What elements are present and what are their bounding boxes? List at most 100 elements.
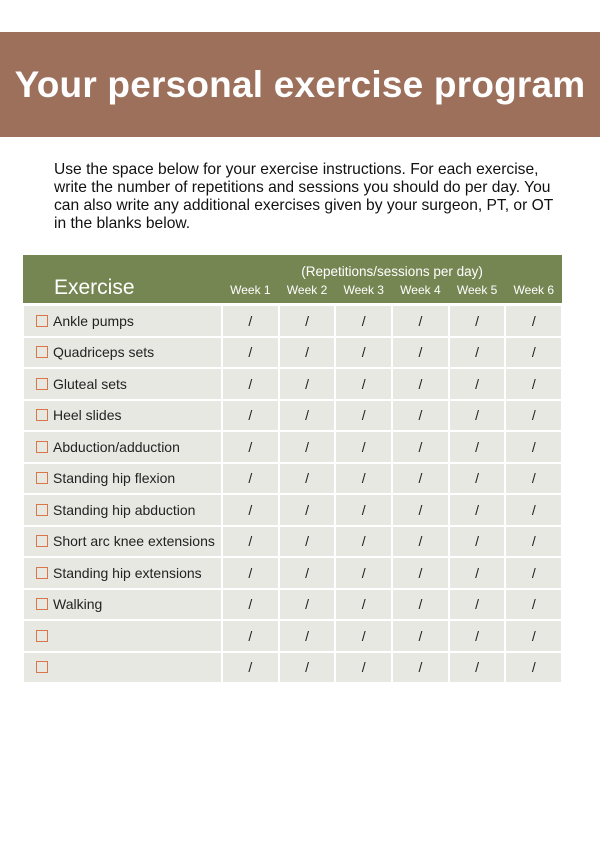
- table-row: Walking / / / / / /: [22, 587, 564, 621]
- week-entry-cell[interactable]: /: [504, 556, 564, 590]
- week-entry-cell[interactable]: /: [447, 461, 507, 495]
- week-entry-cell[interactable]: /: [391, 367, 450, 401]
- week-entry-cell[interactable]: /: [504, 335, 564, 369]
- week-entry-cell[interactable]: /: [504, 398, 564, 432]
- checkbox[interactable]: [36, 472, 48, 485]
- week-entry-cell[interactable]: /: [504, 303, 564, 338]
- week-entry-cell[interactable]: /: [391, 335, 450, 369]
- week-entry-cell[interactable]: /: [447, 619, 507, 653]
- week-entry-cell[interactable]: /: [221, 587, 280, 621]
- table-row: / / / / / /: [22, 650, 564, 684]
- week-entry-cell[interactable]: /: [504, 461, 564, 495]
- week-entry-cell[interactable]: /: [447, 430, 507, 464]
- week-entry-cell[interactable]: /: [447, 493, 507, 527]
- week-entry-cell[interactable]: /: [277, 430, 337, 464]
- week-entry-cell[interactable]: /: [277, 650, 337, 684]
- exercise-cell: Heel slides: [22, 398, 223, 432]
- exercise-label: Ankle pumps: [53, 312, 134, 329]
- exercise-cell: Walking: [22, 587, 223, 621]
- checkbox[interactable]: [36, 661, 48, 674]
- week-entry-cell[interactable]: /: [277, 461, 337, 495]
- checkbox[interactable]: [36, 377, 48, 390]
- checkbox[interactable]: [36, 629, 48, 642]
- week-entry-cell[interactable]: /: [221, 493, 280, 527]
- week-entry-cell[interactable]: /: [504, 650, 564, 684]
- week-entry-cell[interactable]: /: [447, 367, 507, 401]
- exercise-label: Standing hip abduction: [53, 501, 196, 518]
- week-entry-cell[interactable]: /: [391, 461, 450, 495]
- week-entry-cell[interactable]: /: [391, 398, 450, 432]
- week-entry-cell[interactable]: /: [221, 461, 280, 495]
- week-entry-cell[interactable]: /: [447, 556, 507, 590]
- week-entry-cell[interactable]: /: [391, 587, 450, 621]
- table-row: Ankle pumps / / / / / /: [22, 303, 564, 338]
- week-entry-cell[interactable]: /: [334, 303, 394, 338]
- week-entry-cell[interactable]: /: [221, 367, 280, 401]
- week-entry-cell[interactable]: /: [277, 556, 337, 590]
- week-entry-cell[interactable]: /: [277, 524, 337, 558]
- week-entry-cell[interactable]: /: [447, 335, 507, 369]
- week-entry-cell[interactable]: /: [447, 303, 507, 338]
- checkbox[interactable]: [36, 440, 48, 453]
- week-entry-cell[interactable]: /: [277, 367, 337, 401]
- week-entry-cell[interactable]: /: [221, 398, 280, 432]
- exercise-label: Quadriceps sets: [53, 344, 155, 361]
- week-entry-cell[interactable]: /: [447, 587, 507, 621]
- week-entry-cell[interactable]: /: [277, 587, 337, 621]
- week-entry-cell[interactable]: /: [504, 619, 564, 653]
- week-entry-cell[interactable]: /: [504, 587, 564, 621]
- week-entry-cell[interactable]: /: [277, 335, 337, 369]
- week-header: Week 2: [278, 280, 336, 305]
- week-entry-cell[interactable]: /: [391, 556, 450, 590]
- week-entry-cell[interactable]: /: [334, 461, 394, 495]
- checkbox[interactable]: [36, 409, 48, 422]
- week-entry-cell[interactable]: /: [221, 650, 280, 684]
- checkbox[interactable]: [36, 314, 48, 327]
- checkbox[interactable]: [36, 535, 48, 548]
- week-entry-cell[interactable]: /: [277, 493, 337, 527]
- week-entry-cell[interactable]: /: [221, 335, 280, 369]
- week-entry-cell[interactable]: /: [221, 303, 280, 338]
- exercise-cell: Standing hip extensions: [22, 556, 223, 590]
- checkbox[interactable]: [36, 566, 48, 579]
- week-entry-cell[interactable]: /: [447, 650, 507, 684]
- week-entry-cell[interactable]: /: [391, 619, 450, 653]
- week-entry-cell[interactable]: /: [277, 398, 337, 432]
- week-entry-cell[interactable]: /: [277, 303, 337, 338]
- intro-text: Use the space below for your exercise in…: [54, 161, 553, 232]
- week-entry-cell[interactable]: /: [334, 493, 394, 527]
- week-entry-cell[interactable]: /: [504, 430, 564, 464]
- week-entry-cell[interactable]: /: [391, 303, 450, 338]
- week-entry-cell[interactable]: /: [334, 335, 394, 369]
- week-entry-cell[interactable]: /: [334, 650, 394, 684]
- week-entry-cell[interactable]: /: [221, 619, 280, 653]
- week-entry-cell[interactable]: /: [504, 493, 564, 527]
- week-entry-cell[interactable]: /: [334, 587, 394, 621]
- exercise-header: Exercise: [23, 255, 222, 305]
- week-entry-cell[interactable]: /: [334, 556, 394, 590]
- week-entry-cell[interactable]: /: [504, 367, 564, 401]
- week-entry-cell[interactable]: /: [391, 650, 450, 684]
- week-entry-cell[interactable]: /: [334, 619, 394, 653]
- week-entry-cell[interactable]: /: [277, 619, 337, 653]
- week-entry-cell[interactable]: /: [221, 430, 280, 464]
- week-entry-cell[interactable]: /: [447, 398, 507, 432]
- week-entry-cell[interactable]: /: [391, 493, 450, 527]
- week-entry-cell[interactable]: /: [391, 430, 450, 464]
- week-entry-cell[interactable]: /: [391, 524, 450, 558]
- exercise-label: Walking: [53, 596, 103, 613]
- week-header: Week 1: [222, 280, 279, 305]
- week-entry-cell[interactable]: /: [447, 524, 507, 558]
- week-entry-cell[interactable]: /: [334, 430, 394, 464]
- week-header: Week 6: [505, 280, 563, 305]
- week-entry-cell[interactable]: /: [221, 524, 280, 558]
- week-entry-cell[interactable]: /: [334, 524, 394, 558]
- week-entry-cell[interactable]: /: [221, 556, 280, 590]
- checkbox[interactable]: [36, 503, 48, 516]
- checkbox[interactable]: [36, 598, 48, 611]
- week-entry-cell[interactable]: /: [504, 524, 564, 558]
- week-entry-cell[interactable]: /: [334, 398, 394, 432]
- exercise-cell: Short arc knee extensions: [22, 524, 223, 558]
- week-entry-cell[interactable]: /: [334, 367, 394, 401]
- checkbox[interactable]: [36, 346, 48, 359]
